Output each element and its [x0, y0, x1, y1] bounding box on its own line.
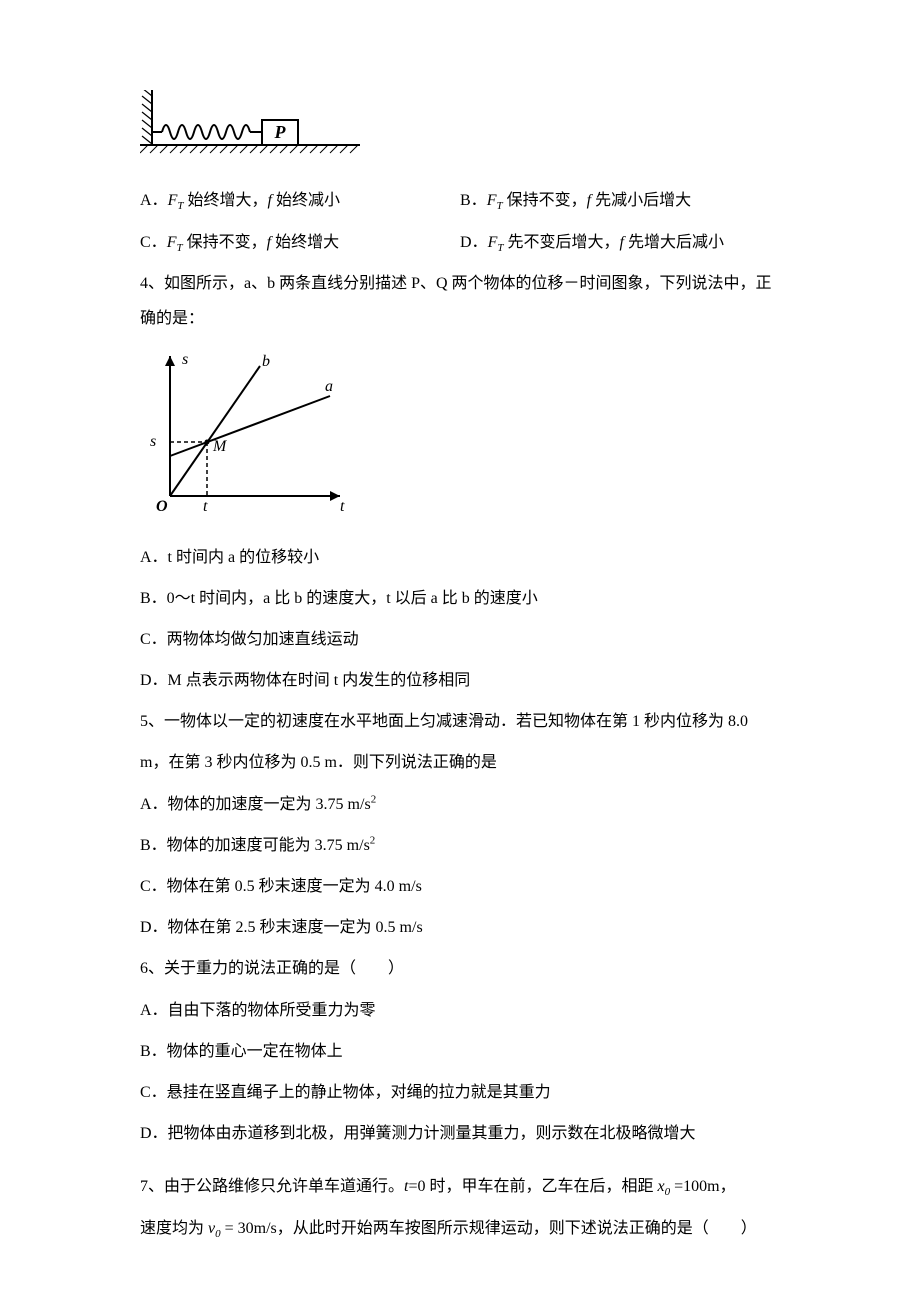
q3-options-row1: A．FT 始终增大，f 始终减小 B．FT 保持不变，f 先减小后增大 [140, 183, 780, 218]
q3-opt-b: B．FT 保持不变，f 先减小后增大 [460, 183, 780, 218]
q3-opt-c: C．FT 保持不变，f 始终增大 [140, 225, 460, 260]
q4-stem: 4、如图所示，a、b 两条直线分别描述 P、Q 两个物体的位移－时间图象，下列说… [140, 266, 780, 336]
q6-opt-c: C．悬挂在竖直绳子上的静止物体，对绳的拉力就是其重力 [140, 1075, 780, 1110]
svg-text:M: M [212, 438, 228, 455]
q6-stem: 6、关于重力的说法正确的是（ ） [140, 951, 780, 986]
q4-graph-figure: s t O s t M a b [140, 346, 780, 529]
q5-stem-line-1: 5、一物体以一定的初速度在水平地面上匀减速滑动．若已知物体在第 1 秒内位移为 … [140, 704, 780, 739]
svg-text:s: s [182, 351, 188, 368]
q3-options-row2: C．FT 保持不变，f 始终增大 D．FT 先不变后增大，f 先增大后减小 [140, 225, 780, 260]
q3-opt-a: A．FT 始终增大，f 始终减小 [140, 183, 460, 218]
svg-text:t: t [340, 498, 345, 515]
q5-opt-b: B．物体的加速度可能为 3.75 m/s2 [140, 828, 780, 863]
svg-text:a: a [325, 378, 333, 395]
q5-opt-c: C．物体在第 0.5 秒末速度一定为 4.0 m/s [140, 869, 780, 904]
svg-text:t: t [203, 498, 208, 515]
svg-text:b: b [262, 353, 270, 370]
q4-opt-b: B．0～t 时间内，a 比 b 的速度大，t 以后 a 比 b 的速度小 [140, 581, 780, 616]
svg-text:O: O [156, 498, 168, 515]
q5-opt-a: A．物体的加速度一定为 3.75 m/s2 [140, 787, 780, 822]
svg-text:s: s [150, 433, 156, 450]
q7-stem-line-1: 7、由于公路维修只允许单车道通行。t=0 时，甲车在前，乙车在后，相距 x0 =… [140, 1169, 780, 1204]
q4-opt-d: D．M 点表示两物体在时间 t 内发生的位移相同 [140, 663, 780, 698]
q7-stem-line-2: 速度均为 v0 = 30m/s，从此时开始两车按图所示规律运动，则下述说法正确的… [140, 1211, 780, 1246]
block-label: P [274, 122, 287, 142]
q4-opt-a: A．t 时间内 a 的位移较小 [140, 540, 780, 575]
q6-opt-b: B．物体的重心一定在物体上 [140, 1034, 780, 1069]
q3-spring-figure: P [140, 90, 780, 173]
q6-opt-d: D．把物体由赤道移到北极，用弹簧测力计测量其重力，则示数在北极略微增大 [140, 1116, 780, 1151]
q6-opt-a: A．自由下落的物体所受重力为零 [140, 993, 780, 1028]
q3-opt-d: D．FT 先不变后增大，f 先增大后减小 [460, 225, 780, 260]
q5-opt-d: D．物体在第 2.5 秒末速度一定为 0.5 m/s [140, 910, 780, 945]
q4-opt-c: C．两物体均做匀加速直线运动 [140, 622, 780, 657]
q5-stem-line-2: m，在第 3 秒内位移为 0.5 m．则下列说法正确的是 [140, 745, 780, 780]
